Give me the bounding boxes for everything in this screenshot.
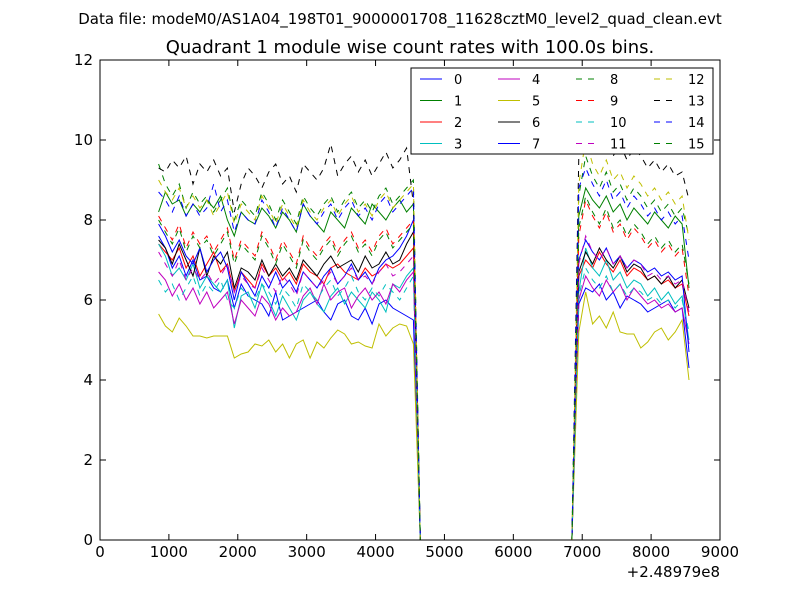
legend-label-2: 2 <box>454 116 462 131</box>
y-tick-label: 12 <box>74 51 93 69</box>
x-tick-label: 8000 <box>632 543 670 561</box>
series-line-6 <box>158 230 690 541</box>
legend-label-12: 12 <box>688 73 705 88</box>
series-line-13 <box>158 131 690 541</box>
y-tick-label: 0 <box>83 531 93 549</box>
x-tick-label: 2000 <box>219 543 257 561</box>
series-line-12 <box>158 139 690 541</box>
legend-box <box>410 67 714 155</box>
series-line-4 <box>158 270 690 541</box>
legend-label-4: 4 <box>532 73 540 88</box>
legend-label-13: 13 <box>688 95 705 110</box>
series-line-8 <box>158 155 690 541</box>
ticks-layer: 0 1000 2000 3000 4000 5000 6000 7000 8000 9000 0 2 4… <box>74 51 739 561</box>
series-line-2 <box>158 243 690 541</box>
plot-frame <box>99 59 721 541</box>
series-layer <box>158 131 690 541</box>
legend-label-11: 11 <box>610 138 627 153</box>
legend-label-7: 7 <box>532 138 540 153</box>
legend-label-10: 10 <box>610 116 627 131</box>
legend-label-0: 0 <box>454 73 462 88</box>
y-tick-label: 10 <box>74 131 93 149</box>
series-line-15 <box>158 194 690 541</box>
legend-label-3: 3 <box>454 138 462 153</box>
x-tick-label: 6000 <box>494 543 532 561</box>
x-tick-label: 9000 <box>701 543 739 561</box>
legend-label-8: 8 <box>610 73 618 88</box>
y-tick-label: 6 <box>83 291 93 309</box>
series-line-3 <box>158 243 690 541</box>
series-line-7 <box>158 219 690 541</box>
y-tick-label: 4 <box>83 371 93 389</box>
legend-label-1: 1 <box>454 95 462 110</box>
chart-title: Quadrant 1 module wise count rates with … <box>166 37 655 58</box>
legend-label-9: 9 <box>610 95 618 110</box>
series-line-10 <box>158 266 690 541</box>
x-tick-label: 4000 <box>356 543 394 561</box>
x-tick-label: 7000 <box>563 543 601 561</box>
series-line-1 <box>158 186 690 541</box>
x-tick-label: 1000 <box>150 543 188 561</box>
x-tick-label: 0 <box>95 543 105 561</box>
legend-label-14: 14 <box>688 116 705 131</box>
x-tick-label: 5000 <box>425 543 463 561</box>
legend-label-6: 6 <box>532 116 540 131</box>
series-line-11 <box>158 234 690 541</box>
supertitle: Data file: modeM0/AS1A04_198T01_90000017… <box>78 10 722 29</box>
series-line-9 <box>158 198 690 541</box>
series-line-5 <box>158 291 690 541</box>
x-tick-label: 3000 <box>288 543 326 561</box>
legend-label-15: 15 <box>688 138 705 153</box>
x-offset-label: +2.48979e8 <box>627 563 720 581</box>
y-tick-label: 2 <box>83 451 93 469</box>
legend-label-5: 5 <box>532 95 540 110</box>
y-tick-label: 8 <box>83 211 93 229</box>
series-line-14 <box>158 166 690 541</box>
